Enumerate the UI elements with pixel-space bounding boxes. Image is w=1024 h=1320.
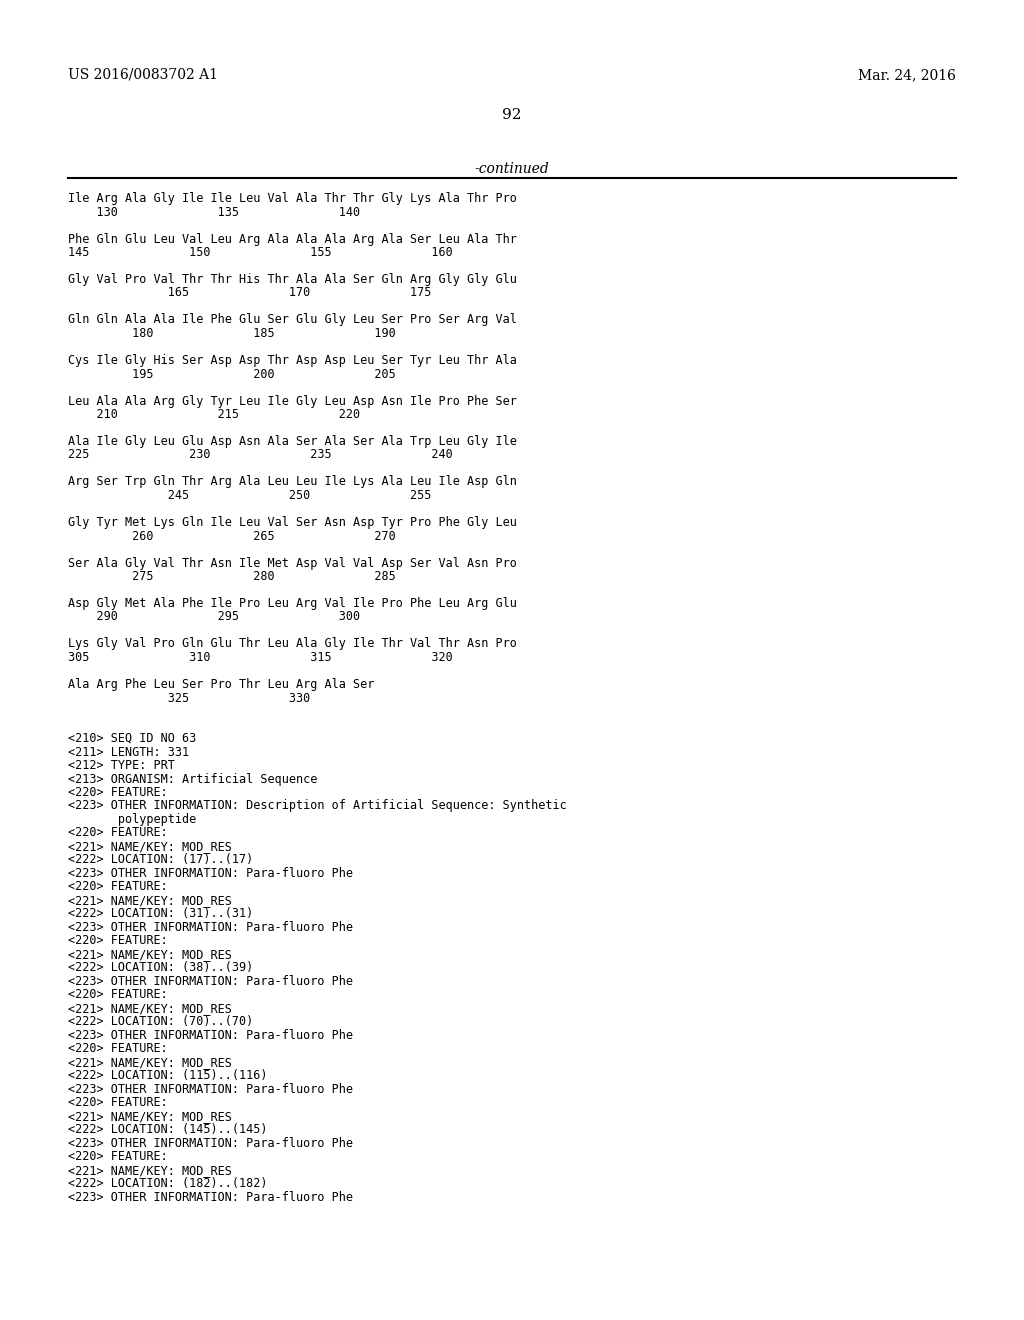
Text: Ala Ile Gly Leu Glu Asp Asn Ala Ser Ala Ser Ala Trp Leu Gly Ile: Ala Ile Gly Leu Glu Asp Asn Ala Ser Ala … bbox=[68, 436, 517, 447]
Text: Mar. 24, 2016: Mar. 24, 2016 bbox=[858, 69, 956, 82]
Text: <220> FEATURE:: <220> FEATURE: bbox=[68, 989, 168, 1002]
Text: 245              250              255: 245 250 255 bbox=[68, 488, 431, 502]
Text: <213> ORGANISM: Artificial Sequence: <213> ORGANISM: Artificial Sequence bbox=[68, 772, 317, 785]
Text: <223> OTHER INFORMATION: Para-fluoro Phe: <223> OTHER INFORMATION: Para-fluoro Phe bbox=[68, 975, 353, 987]
Text: 305              310              315              320: 305 310 315 320 bbox=[68, 651, 453, 664]
Text: Asp Gly Met Ala Phe Ile Pro Leu Arg Val Ile Pro Phe Leu Arg Glu: Asp Gly Met Ala Phe Ile Pro Leu Arg Val … bbox=[68, 597, 517, 610]
Text: Ser Ala Gly Val Thr Asn Ile Met Asp Val Val Asp Ser Val Asn Pro: Ser Ala Gly Val Thr Asn Ile Met Asp Val … bbox=[68, 557, 517, 569]
Text: Cys Ile Gly His Ser Asp Asp Thr Asp Asp Leu Ser Tyr Leu Thr Ala: Cys Ile Gly His Ser Asp Asp Thr Asp Asp … bbox=[68, 354, 517, 367]
Text: <222> LOCATION: (115)..(116): <222> LOCATION: (115)..(116) bbox=[68, 1069, 267, 1082]
Text: 260              265              270: 260 265 270 bbox=[68, 529, 395, 543]
Text: polypeptide: polypeptide bbox=[68, 813, 197, 826]
Text: <220> FEATURE:: <220> FEATURE: bbox=[68, 1097, 168, 1110]
Text: <223> OTHER INFORMATION: Para-fluoro Phe: <223> OTHER INFORMATION: Para-fluoro Phe bbox=[68, 1137, 353, 1150]
Text: <220> FEATURE:: <220> FEATURE: bbox=[68, 785, 168, 799]
Text: Gly Val Pro Val Thr Thr His Thr Ala Ala Ser Gln Arg Gly Gly Glu: Gly Val Pro Val Thr Thr His Thr Ala Ala … bbox=[68, 273, 517, 286]
Text: <223> OTHER INFORMATION: Para-fluoro Phe: <223> OTHER INFORMATION: Para-fluoro Phe bbox=[68, 867, 353, 880]
Text: 130              135              140: 130 135 140 bbox=[68, 206, 360, 219]
Text: Phe Gln Glu Leu Val Leu Arg Ala Ala Ala Arg Ala Ser Leu Ala Thr: Phe Gln Glu Leu Val Leu Arg Ala Ala Ala … bbox=[68, 232, 517, 246]
Text: Gly Tyr Met Lys Gln Ile Leu Val Ser Asn Asp Tyr Pro Phe Gly Leu: Gly Tyr Met Lys Gln Ile Leu Val Ser Asn … bbox=[68, 516, 517, 529]
Text: <223> OTHER INFORMATION: Para-fluoro Phe: <223> OTHER INFORMATION: Para-fluoro Phe bbox=[68, 1030, 353, 1041]
Text: Arg Ser Trp Gln Thr Arg Ala Leu Leu Ile Lys Ala Leu Ile Asp Gln: Arg Ser Trp Gln Thr Arg Ala Leu Leu Ile … bbox=[68, 475, 517, 488]
Text: 165              170              175: 165 170 175 bbox=[68, 286, 431, 300]
Text: Lys Gly Val Pro Gln Glu Thr Leu Ala Gly Ile Thr Val Thr Asn Pro: Lys Gly Val Pro Gln Glu Thr Leu Ala Gly … bbox=[68, 638, 517, 651]
Text: <223> OTHER INFORMATION: Description of Artificial Sequence: Synthetic: <223> OTHER INFORMATION: Description of … bbox=[68, 800, 566, 813]
Text: 290              295              300: 290 295 300 bbox=[68, 610, 360, 623]
Text: <220> FEATURE:: <220> FEATURE: bbox=[68, 826, 168, 840]
Text: US 2016/0083702 A1: US 2016/0083702 A1 bbox=[68, 69, 218, 82]
Text: <220> FEATURE:: <220> FEATURE: bbox=[68, 1151, 168, 1163]
Text: <223> OTHER INFORMATION: Para-fluoro Phe: <223> OTHER INFORMATION: Para-fluoro Phe bbox=[68, 921, 353, 935]
Text: <220> FEATURE:: <220> FEATURE: bbox=[68, 1043, 168, 1056]
Text: <222> LOCATION: (70)..(70): <222> LOCATION: (70)..(70) bbox=[68, 1015, 253, 1028]
Text: <210> SEQ ID NO 63: <210> SEQ ID NO 63 bbox=[68, 733, 197, 744]
Text: <221> NAME/KEY: MOD_RES: <221> NAME/KEY: MOD_RES bbox=[68, 840, 231, 853]
Text: <212> TYPE: PRT: <212> TYPE: PRT bbox=[68, 759, 175, 772]
Text: 325              330: 325 330 bbox=[68, 692, 310, 705]
Text: <222> LOCATION: (31)..(31): <222> LOCATION: (31)..(31) bbox=[68, 908, 253, 920]
Text: 92: 92 bbox=[502, 108, 522, 121]
Text: <221> NAME/KEY: MOD_RES: <221> NAME/KEY: MOD_RES bbox=[68, 1002, 231, 1015]
Text: 195              200              205: 195 200 205 bbox=[68, 367, 395, 380]
Text: Ile Arg Ala Gly Ile Ile Leu Val Ala Thr Thr Gly Lys Ala Thr Pro: Ile Arg Ala Gly Ile Ile Leu Val Ala Thr … bbox=[68, 191, 517, 205]
Text: <221> NAME/KEY: MOD_RES: <221> NAME/KEY: MOD_RES bbox=[68, 1164, 231, 1177]
Text: 225              230              235              240: 225 230 235 240 bbox=[68, 449, 453, 462]
Text: Leu Ala Ala Arg Gly Tyr Leu Ile Gly Leu Asp Asn Ile Pro Phe Ser: Leu Ala Ala Arg Gly Tyr Leu Ile Gly Leu … bbox=[68, 395, 517, 408]
Text: 145              150              155              160: 145 150 155 160 bbox=[68, 246, 453, 259]
Text: <220> FEATURE:: <220> FEATURE: bbox=[68, 880, 168, 894]
Text: <222> LOCATION: (182)..(182): <222> LOCATION: (182)..(182) bbox=[68, 1177, 267, 1191]
Text: -continued: -continued bbox=[475, 162, 549, 176]
Text: <221> NAME/KEY: MOD_RES: <221> NAME/KEY: MOD_RES bbox=[68, 948, 231, 961]
Text: Ala Arg Phe Leu Ser Pro Thr Leu Arg Ala Ser: Ala Arg Phe Leu Ser Pro Thr Leu Arg Ala … bbox=[68, 678, 375, 690]
Text: <223> OTHER INFORMATION: Para-fluoro Phe: <223> OTHER INFORMATION: Para-fluoro Phe bbox=[68, 1191, 353, 1204]
Text: <222> LOCATION: (38)..(39): <222> LOCATION: (38)..(39) bbox=[68, 961, 253, 974]
Text: <221> NAME/KEY: MOD_RES: <221> NAME/KEY: MOD_RES bbox=[68, 894, 231, 907]
Text: <221> NAME/KEY: MOD_RES: <221> NAME/KEY: MOD_RES bbox=[68, 1110, 231, 1123]
Text: <221> NAME/KEY: MOD_RES: <221> NAME/KEY: MOD_RES bbox=[68, 1056, 231, 1069]
Text: <222> LOCATION: (145)..(145): <222> LOCATION: (145)..(145) bbox=[68, 1123, 267, 1137]
Text: 275              280              285: 275 280 285 bbox=[68, 570, 395, 583]
Text: <223> OTHER INFORMATION: Para-fluoro Phe: <223> OTHER INFORMATION: Para-fluoro Phe bbox=[68, 1082, 353, 1096]
Text: Gln Gln Ala Ala Ile Phe Glu Ser Glu Gly Leu Ser Pro Ser Arg Val: Gln Gln Ala Ala Ile Phe Glu Ser Glu Gly … bbox=[68, 314, 517, 326]
Text: <220> FEATURE:: <220> FEATURE: bbox=[68, 935, 168, 948]
Text: 180              185              190: 180 185 190 bbox=[68, 327, 395, 341]
Text: <222> LOCATION: (17)..(17): <222> LOCATION: (17)..(17) bbox=[68, 854, 253, 866]
Text: <211> LENGTH: 331: <211> LENGTH: 331 bbox=[68, 746, 189, 759]
Text: 210              215              220: 210 215 220 bbox=[68, 408, 360, 421]
